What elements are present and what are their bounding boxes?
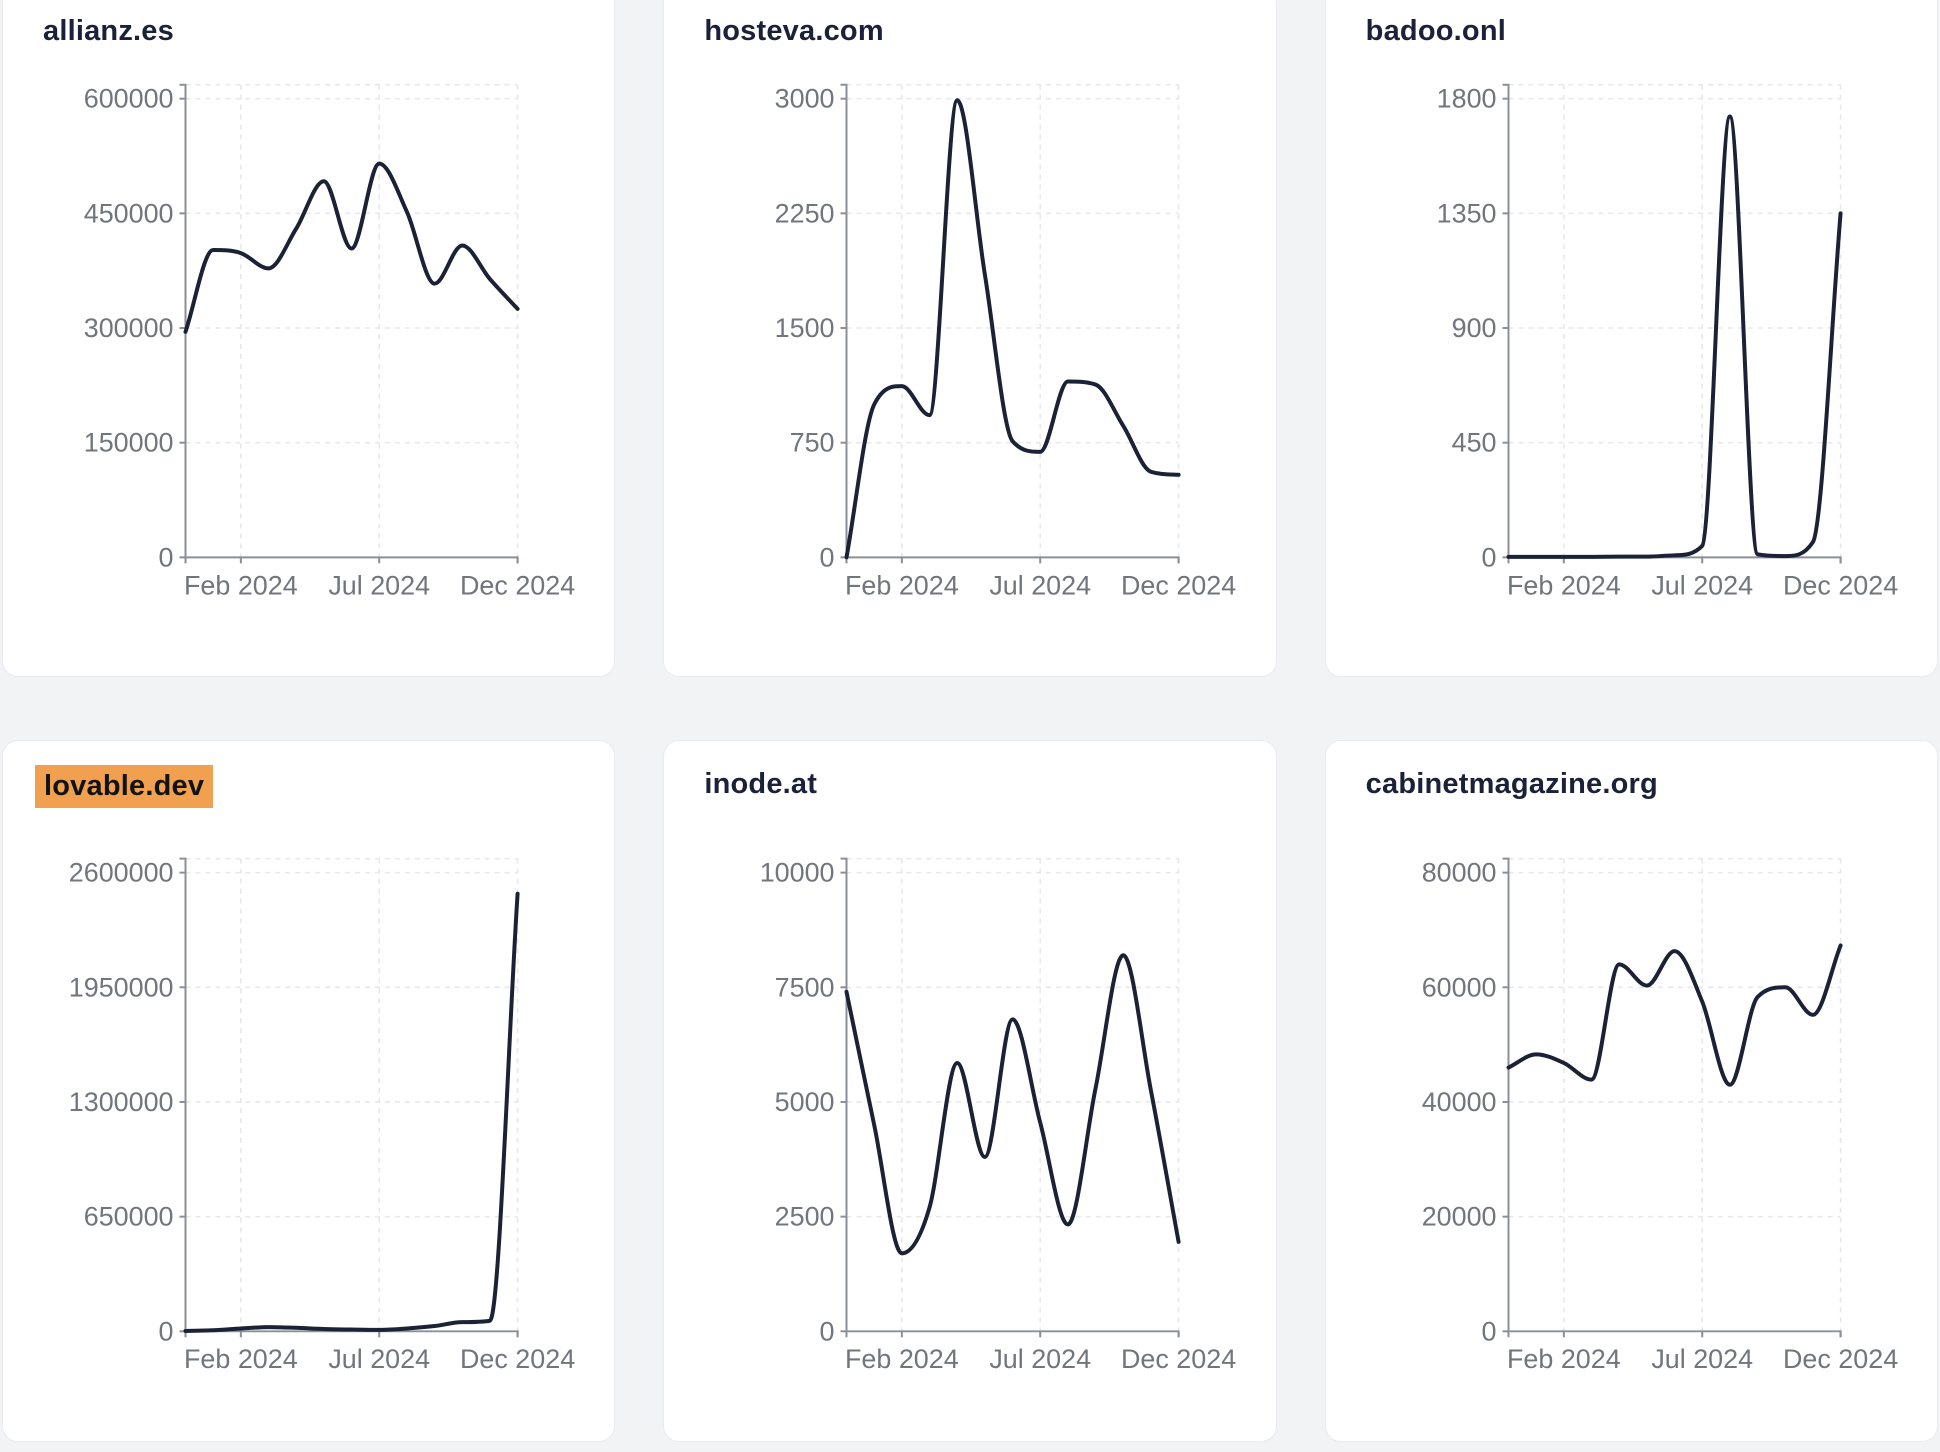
y-axis-tick-label: 20000 <box>1421 1202 1496 1232</box>
chart-title: inode.at <box>704 768 818 800</box>
x-axis-tick-label: Jul 2024 <box>1651 1344 1753 1374</box>
chart-title: badoo.onl <box>1365 15 1506 47</box>
chart-title: hosteva.com <box>704 15 884 47</box>
x-axis-tick-label: Jul 2024 <box>328 570 430 600</box>
chart-card-badoo-onl: badoo.onl 1800 1350 900 450 0 Feb 2024 Jul 202… <box>1324 0 1938 677</box>
y-axis-tick-label: 300000 <box>84 313 174 343</box>
x-axis-tick-label: Feb 2024 <box>845 570 959 600</box>
chart-title: cabinetmagazine.org <box>1365 768 1658 800</box>
y-axis-tick-label: 0 <box>1481 542 1496 572</box>
y-axis-tick-label: 1800 <box>1436 84 1496 114</box>
y-axis-tick-label: 2600000 <box>69 858 174 888</box>
y-axis-tick-label: 0 <box>820 542 835 572</box>
line-chart: 3000 2250 1500 750 0 Feb 2024 Jul 2024 Dec 2024 <box>775 84 1237 601</box>
y-axis-tick-label: 60000 <box>1421 972 1496 1002</box>
chart-card-hosteva-com: hosteva.com 3000 2250 1500 750 0 Feb 2024 Jul … <box>663 0 1277 677</box>
x-axis-tick-label: Feb 2024 <box>845 1344 959 1374</box>
chart-title: allianz.es <box>43 15 174 47</box>
y-axis-tick-label: 150000 <box>84 428 174 458</box>
y-axis-tick-label: 2250 <box>775 198 835 228</box>
x-axis-tick-label: Dec 2024 <box>1121 570 1236 600</box>
x-axis-tick-label: Dec 2024 <box>1783 1344 1898 1374</box>
y-axis-tick-label: 1350 <box>1436 198 1496 228</box>
y-axis-tick-label: 1500 <box>775 313 835 343</box>
y-axis-tick-label: 10000 <box>760 858 835 888</box>
x-axis-tick-label: Jul 2024 <box>990 570 1092 600</box>
x-axis-tick-label: Feb 2024 <box>184 1344 298 1374</box>
y-axis-tick-label: 3000 <box>775 84 835 114</box>
y-axis-tick-label: 0 <box>159 1316 174 1346</box>
y-axis-tick-label: 650000 <box>84 1202 174 1232</box>
x-axis-tick-label: Dec 2024 <box>1121 1344 1236 1374</box>
y-axis-tick-label: 0 <box>159 542 174 572</box>
y-axis-tick-label: 80000 <box>1421 858 1496 888</box>
chart-title-highlighted: lovable.dev <box>35 765 214 808</box>
chart-card-cabinetmagazine-org: cabinetmagazine.org 80000 60000 40000 20000… <box>1324 740 1938 1442</box>
line-chart: 80000 60000 40000 20000 0 Feb 2024 Jul 2024 Dec… <box>1421 858 1898 1375</box>
y-axis-tick-label: 5000 <box>775 1087 835 1117</box>
y-axis-tick-label: 600000 <box>84 84 174 114</box>
y-axis-tick-label: 450 <box>1451 428 1496 458</box>
y-axis-tick-label: 450000 <box>84 198 174 228</box>
x-axis-tick-label: Dec 2024 <box>1783 570 1898 600</box>
x-axis-tick-label: Jul 2024 <box>1651 570 1753 600</box>
chart-card-allianz-es: allianz.es 600000 450000 300000 150000 0 Feb … <box>2 0 616 677</box>
x-axis-tick-label: Jul 2024 <box>990 1344 1092 1374</box>
y-axis-tick-label: 750 <box>790 428 835 458</box>
x-axis-tick-label: Feb 2024 <box>1507 570 1621 600</box>
x-axis-tick-label: Dec 2024 <box>460 1344 575 1374</box>
line-chart: 10000 7500 5000 2500 0 Feb 2024 Jul 2024 Dec 20… <box>760 858 1237 1375</box>
line-chart: 600000 450000 300000 150000 0 Feb 2024 Jul 202… <box>84 84 575 601</box>
x-axis-tick-label: Feb 2024 <box>184 570 298 600</box>
y-axis-tick-label: 1300000 <box>69 1087 174 1117</box>
y-axis-tick-label: 0 <box>1481 1316 1496 1346</box>
x-axis-tick-label: Jul 2024 <box>328 1344 430 1374</box>
y-axis-tick-label: 900 <box>1451 313 1496 343</box>
x-axis-tick-label: Dec 2024 <box>460 570 575 600</box>
y-axis-tick-label: 1950000 <box>69 972 174 1002</box>
chart-card-inode-at: inode.at 10000 7500 5000 2500 0 Feb 2024 Jul 2… <box>663 740 1277 1442</box>
chart-card-lovable-dev: lovable.dev 2600000 1950000 1300000 650000 0… <box>2 740 616 1442</box>
y-axis-tick-label: 0 <box>820 1316 835 1346</box>
line-chart: 2600000 1950000 1300000 650000 0 Feb 2024 Jul … <box>69 858 575 1375</box>
y-axis-tick-label: 2500 <box>775 1202 835 1232</box>
x-axis-tick-label: Feb 2024 <box>1507 1344 1621 1374</box>
y-axis-tick-label: 40000 <box>1421 1087 1496 1117</box>
line-chart: 1800 1350 900 450 0 Feb 2024 Jul 2024 Dec 2024 <box>1436 84 1898 601</box>
y-axis-tick-label: 7500 <box>775 972 835 1002</box>
